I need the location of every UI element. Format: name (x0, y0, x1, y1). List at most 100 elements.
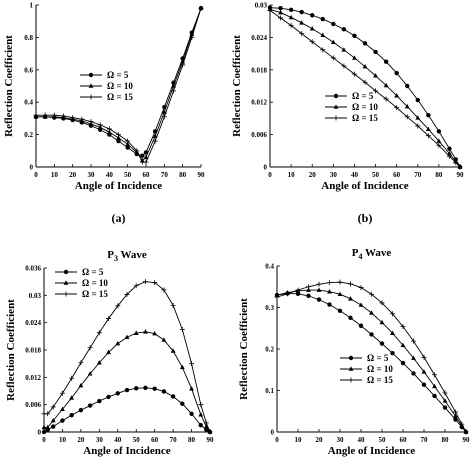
x-tick-label: 70 (161, 171, 169, 179)
y-tick-label: 0.03 (255, 2, 268, 10)
marker-triangle-p4-s2 (327, 289, 332, 294)
marker-triangle-p4-s2 (348, 296, 353, 301)
x-tick-label: 60 (393, 171, 401, 179)
x-axis-label: Angle of Incidence (75, 180, 163, 192)
marker-triangle-p3-s2 (133, 330, 139, 335)
marker-triangle-p3-s2 (45, 424, 51, 430)
y-tick-label: 0 (30, 164, 34, 172)
legend-label: Ω = 10 (352, 102, 378, 112)
legend-label: Ω = 5 (107, 70, 129, 80)
marker-circle-p2-s1 (333, 93, 339, 99)
marker-circle-p2-s1 (362, 41, 368, 46)
marker-cross-p3-s3 (170, 302, 176, 308)
chart-panel-3: 0 10 20 30 40 50 60 70 80 90 0 0.006 0.012 0.018 0.024… (5, 249, 214, 457)
marker-cross-p2-s3 (267, 7, 273, 13)
y-tick-label: 0 (264, 164, 268, 172)
marker-triangle-p3-s2 (63, 280, 69, 285)
marker-circle-p2-s1 (415, 97, 420, 103)
marker-circle-p3-s1 (180, 401, 185, 406)
marker-cross-p4-s3 (295, 287, 301, 293)
marker-circle-p4-s1 (348, 315, 353, 321)
series-3 (274, 279, 469, 435)
marker-cross-p2-s3 (373, 88, 379, 94)
marker-cross-p1-s3 (161, 114, 167, 120)
marker-cross-p1-s3 (106, 126, 112, 132)
marker-triangle-p2-s2 (362, 63, 368, 69)
marker-cross-p1-s3 (125, 138, 131, 144)
marker-cross-p2-s3 (404, 114, 410, 120)
x-axis-label: Angle of Incidence (83, 445, 171, 457)
marker-cross-p2-s3 (309, 39, 315, 45)
marker-circle-p3-s1 (161, 389, 167, 394)
x-tick-label: 0 (268, 171, 272, 179)
marker-cross-p4-s3 (442, 390, 448, 396)
marker-cross-p2-s3 (425, 133, 431, 139)
marker-circle-p3-s1 (106, 394, 111, 400)
marker-cross-p3-s3 (96, 330, 102, 336)
marker-cross-p1-s3 (97, 122, 103, 128)
marker-triangle-p1-s2 (88, 83, 94, 88)
y-tick-label: 0.024 (25, 319, 41, 327)
series-2 (267, 6, 463, 169)
marker-circle-p4-s1 (442, 405, 448, 410)
marker-cross-p2-s3 (446, 153, 452, 159)
marker-triangle-p3-s2 (41, 424, 47, 430)
y-tick-label: 0.8 (24, 34, 33, 42)
marker-cross-p2-s3 (351, 71, 357, 77)
marker-triangle-p2-s2 (373, 73, 378, 78)
marker-cross-p4-s3 (348, 377, 354, 383)
legend-entry-3: Ω = 15 (325, 113, 378, 123)
x-axis-label: Angle of Incidence (321, 180, 409, 192)
x-tick-label: 90 (457, 171, 465, 179)
marker-circle-p4-s1 (411, 371, 416, 376)
y-tick-label: 0 (271, 429, 275, 437)
marker-triangle-p4-s2 (432, 383, 437, 389)
series-3 (267, 7, 463, 170)
marker-triangle-p2-s2 (394, 93, 400, 98)
marker-circle-p2-s1 (373, 49, 378, 55)
marker-circle-p4-s1 (358, 323, 364, 328)
marker-circle-p3-s1 (78, 407, 84, 413)
legend-entry-3: Ω = 15 (80, 92, 133, 102)
marker-circle-p4-s1 (379, 341, 385, 346)
marker-circle-p3-s1 (143, 385, 148, 391)
x-tick-label: 40 (114, 436, 122, 444)
marker-circle-p2-s1 (310, 13, 315, 18)
marker-cross-p3-s3 (207, 429, 213, 435)
marker-triangle-p3-s2 (161, 337, 167, 342)
marker-circle-p4-s1 (337, 308, 343, 314)
marker-cross-p1-s3 (171, 88, 176, 94)
marker-cross-p2-s3 (288, 23, 294, 29)
legend-label: Ω = 5 (82, 267, 104, 277)
legend-label: Ω = 15 (107, 92, 133, 102)
marker-triangle-p3-s2 (78, 382, 84, 388)
marker-triangle-p3-s2 (198, 412, 204, 417)
x-tick-label: 50 (133, 436, 141, 444)
marker-cross-p2-s3 (415, 123, 421, 129)
marker-circle-p2-s1 (405, 83, 410, 89)
x-tick-label: 30 (337, 436, 345, 444)
legend-entry-1: Ω = 5 (80, 70, 129, 80)
x-tick-label: 0 (34, 171, 38, 179)
marker-circle-p3-s1 (152, 386, 157, 391)
marker-triangle-p3-s2 (50, 418, 56, 423)
x-tick-label: 90 (463, 436, 471, 444)
marker-cross-p3-s3 (152, 280, 158, 286)
marker-cross-p3-s3 (45, 411, 51, 417)
y-tick-label: 0.4 (265, 263, 274, 271)
marker-triangle-p4-s2 (400, 342, 406, 348)
marker-triangle-p2-s2 (404, 103, 410, 109)
marker-cross-p2-s3 (383, 96, 389, 102)
marker-cross-p1-s3 (70, 115, 76, 121)
marker-triangle-p2-s2 (436, 138, 442, 143)
x-tick-label: 70 (421, 436, 429, 444)
marker-cross-p2-s3 (394, 105, 400, 111)
x-tick-label: 10 (295, 436, 303, 444)
x-tick-label: 20 (77, 436, 85, 444)
marker-triangle-p3-s2 (124, 334, 130, 340)
marker-cross-p1-s3 (189, 34, 195, 40)
marker-circle-p2-s1 (299, 9, 304, 15)
x-tick-label: 60 (151, 436, 159, 444)
marker-triangle-p2-s2 (415, 115, 421, 120)
series-2 (41, 329, 213, 434)
